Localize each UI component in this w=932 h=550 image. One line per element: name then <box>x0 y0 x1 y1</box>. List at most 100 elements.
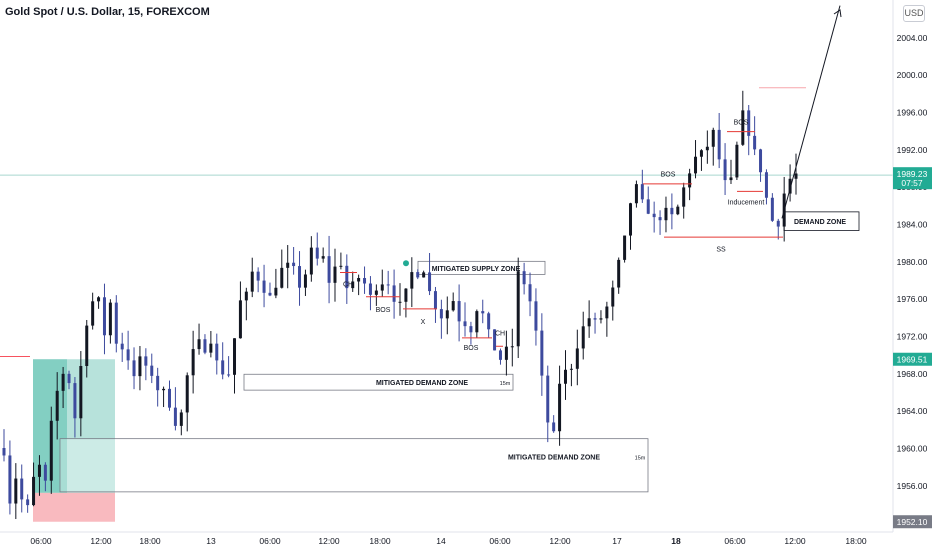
candle-body <box>73 383 77 419</box>
candle-body <box>108 302 112 336</box>
annotation-label: MITIGATED SUPPLY ZONE <box>432 266 521 273</box>
candle-body <box>581 326 585 349</box>
structure-markers <box>340 5 842 347</box>
time-tick-label: 17 <box>612 536 622 546</box>
annotation-labels: MITIGATED SUPPLY ZONE MITIGATED DEMAND ZO… <box>343 119 846 461</box>
candle-body <box>191 349 195 376</box>
candle-body <box>102 297 106 336</box>
price-tick-label: 1976.00 <box>897 294 928 304</box>
candle-body <box>504 346 508 360</box>
price-badge <box>893 515 932 529</box>
candle-body <box>345 265 349 289</box>
price-tick-label: 1984.00 <box>897 220 928 230</box>
price-badge-label: 1989.23 <box>897 169 928 179</box>
candle-body <box>221 360 225 375</box>
candle-body <box>735 144 739 178</box>
candle-body <box>593 318 597 320</box>
candle-body <box>132 360 136 377</box>
candle-body <box>268 292 272 296</box>
price-badge <box>893 167 932 190</box>
annotation-label: BOS <box>464 345 479 352</box>
candle-body <box>386 284 390 286</box>
price-tick-label: 1992.00 <box>897 145 928 155</box>
candle-body <box>2 448 6 456</box>
candle-body <box>55 390 59 421</box>
candle-body <box>20 478 24 500</box>
candle-body <box>433 291 437 310</box>
candle-body <box>262 280 266 293</box>
time-tick-label: 06:00 <box>259 536 281 546</box>
candle-body <box>741 110 745 145</box>
currency-button[interactable]: USD <box>903 5 925 22</box>
time-tick-label: 14 <box>436 536 446 546</box>
chart-zones <box>0 211 860 522</box>
candle-body <box>469 326 473 333</box>
candle-body <box>451 301 455 311</box>
candle-body <box>587 318 591 327</box>
price-tick-label: 1996.00 <box>897 108 928 118</box>
candle-body <box>37 464 41 477</box>
checkmark-badge <box>403 260 409 267</box>
time-tick-label: 12:00 <box>90 536 112 546</box>
candle-body <box>150 365 154 376</box>
candle-body <box>516 271 520 347</box>
candle-body <box>114 302 118 344</box>
candle-body <box>357 278 361 282</box>
demand-zone-mid <box>243 373 514 391</box>
candle-body <box>640 184 644 200</box>
candle-body <box>481 311 485 314</box>
candle-body <box>487 313 491 330</box>
candle-body <box>97 297 101 302</box>
candle-body <box>457 301 461 322</box>
annotation-label: BOS <box>661 172 676 179</box>
candles <box>2 90 798 520</box>
candle-body <box>233 338 237 375</box>
candle-body <box>747 110 751 136</box>
candle-body <box>91 301 95 326</box>
time-tick-label: 18:00 <box>369 536 391 546</box>
time-tick-label: 12:00 <box>318 536 340 546</box>
annotation-label: 15m <box>635 455 646 461</box>
candle-body <box>32 476 36 506</box>
candle-body <box>646 199 650 214</box>
candle-body <box>327 256 331 283</box>
candle-body <box>209 343 213 353</box>
candle-body <box>309 247 313 275</box>
candle-body <box>185 375 189 413</box>
candle-body <box>658 217 662 221</box>
candle-body <box>623 235 627 260</box>
candle-body <box>688 173 692 188</box>
candle-body <box>676 206 680 215</box>
candle-body <box>292 262 296 267</box>
candle-body <box>717 129 721 160</box>
time-tick-label: 06:00 <box>724 536 746 546</box>
candle-body <box>280 267 284 288</box>
candle-body <box>49 420 53 481</box>
candle-body <box>558 383 562 432</box>
candle-body <box>522 271 526 285</box>
candle-body <box>339 265 343 267</box>
candle-body <box>552 422 556 432</box>
candle-body <box>380 284 384 291</box>
candle-body <box>563 369 567 384</box>
candle-body <box>540 330 544 376</box>
candle-body <box>179 412 183 426</box>
price-badge-label: 1952.10 <box>897 517 928 527</box>
candle-body <box>227 374 231 376</box>
annotation-label: MITIGATED DEMAND ZONE <box>376 380 468 387</box>
candle-body <box>770 197 774 221</box>
price-badge-label: 1969.51 <box>897 355 928 365</box>
demand-zone-large <box>59 438 649 493</box>
annotation-label: MITIGATED DEMAND ZONE <box>508 454 600 461</box>
candle-body <box>333 266 337 283</box>
candle-body <box>729 177 733 181</box>
chart-title: Gold Spot / U.S. Dollar, 15, FOREXCOM <box>5 6 210 18</box>
candle-body <box>670 207 674 215</box>
candle-body <box>238 300 242 339</box>
candle-body <box>256 271 260 281</box>
candle-body <box>428 272 432 292</box>
candle-body <box>363 278 367 284</box>
candle-body <box>144 356 148 366</box>
